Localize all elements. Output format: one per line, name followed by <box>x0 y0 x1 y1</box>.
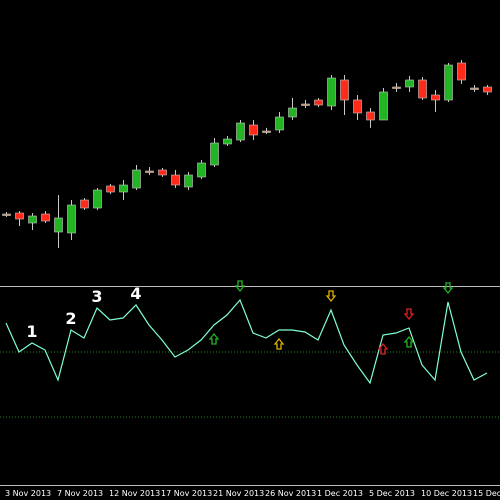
candle-body <box>171 174 180 186</box>
candle-body <box>327 77 336 107</box>
x-tick-label: 1 Dec 2013 <box>317 489 363 498</box>
x-tick-label: 12 Nov 2013 <box>109 489 160 498</box>
x-tick-label: 3 Nov 2013 <box>5 489 51 498</box>
candle-body <box>353 99 362 114</box>
candle-body <box>80 199 89 209</box>
candle-body <box>405 79 414 88</box>
x-tick-label: 7 Nov 2013 <box>57 489 103 498</box>
candle-body <box>301 103 310 106</box>
candle-body <box>2 213 11 216</box>
candle-body <box>223 138 232 145</box>
candle-body <box>210 142 219 166</box>
x-tick-label: 10 Dec 2013 <box>421 489 472 498</box>
candle-body <box>28 215 37 224</box>
signal-arrow <box>273 337 285 350</box>
x-tick-label: 15 Dec 2013 <box>473 489 500 498</box>
candle-body <box>67 204 76 234</box>
candle-body <box>236 122 245 141</box>
candle-body <box>457 62 466 81</box>
x-tick-label: 26 Nov 2013 <box>265 489 316 498</box>
candle-body <box>340 79 349 101</box>
candle-body <box>132 169 141 189</box>
signal-arrow <box>325 290 337 303</box>
annotation: 3 <box>91 287 102 306</box>
candle-body <box>249 124 258 136</box>
annotation: 1 <box>26 322 37 341</box>
candle-body <box>145 170 154 173</box>
annotation: 4 <box>130 284 141 303</box>
signal-arrow <box>442 282 454 295</box>
signal-arrow <box>377 342 389 355</box>
candle-body <box>418 79 427 99</box>
candle-body <box>93 189 102 209</box>
candle-body <box>119 184 128 193</box>
candle-body <box>158 169 167 176</box>
candle-body <box>444 64 453 101</box>
signal-arrow <box>403 308 415 321</box>
candle-body <box>483 86 492 93</box>
candle-body <box>54 217 63 233</box>
candle-body <box>262 130 271 133</box>
candle-body <box>275 116 284 131</box>
x-tick-label: 17 Nov 2013 <box>161 489 212 498</box>
candle-body <box>41 213 50 222</box>
candle-body <box>379 91 388 121</box>
indicator-line <box>5 298 488 385</box>
signal-arrow <box>234 280 246 293</box>
candle-body <box>184 174 193 188</box>
x-tick-label: 21 Nov 2013 <box>213 489 264 498</box>
candle-body <box>470 87 479 90</box>
candle-body <box>197 162 206 178</box>
candle-body <box>366 111 375 121</box>
x-tick-label: 5 Dec 2013 <box>369 489 415 498</box>
candle-body <box>15 212 24 220</box>
signal-arrow <box>208 332 220 345</box>
candle-body <box>106 185 115 193</box>
candle-body <box>314 99 323 106</box>
candle-body <box>288 107 297 118</box>
candle-body <box>431 94 440 101</box>
annotation: 2 <box>65 309 76 328</box>
signal-arrow <box>403 335 415 348</box>
candle-body <box>392 86 401 89</box>
